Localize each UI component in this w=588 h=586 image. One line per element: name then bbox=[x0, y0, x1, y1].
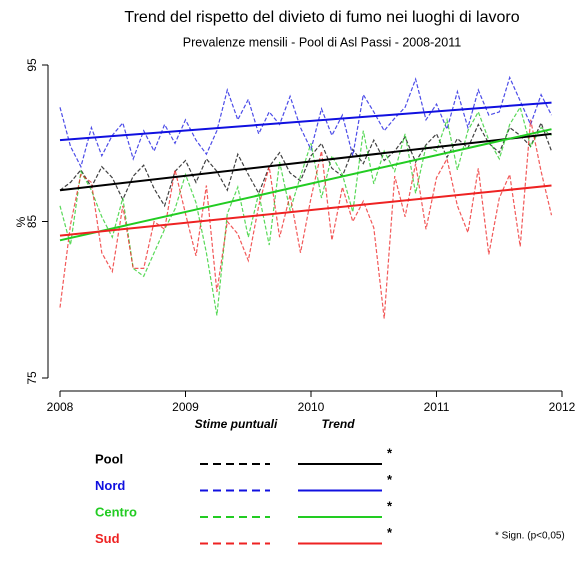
x-tick-label: 2009 bbox=[172, 400, 199, 414]
monthly-line bbox=[59, 75, 553, 169]
monthly-line bbox=[59, 119, 553, 319]
legend-label: Sud bbox=[95, 531, 120, 546]
legend-significance: * bbox=[387, 525, 393, 540]
legend-label: Centro bbox=[95, 504, 137, 519]
x-tick-label: 2010 bbox=[298, 400, 325, 414]
y-tick-label: 85 bbox=[25, 215, 39, 229]
legend-header: Stime puntuali bbox=[195, 417, 278, 431]
monthly-line bbox=[59, 105, 552, 316]
y-tick-label: 75 bbox=[25, 371, 39, 385]
y-tick-label: 95 bbox=[25, 58, 39, 72]
legend-significance: * bbox=[387, 498, 393, 513]
x-tick-label: 2008 bbox=[47, 400, 74, 414]
legend-header: Trend bbox=[321, 417, 355, 431]
legend-label: Pool bbox=[95, 451, 123, 466]
trend-line bbox=[59, 128, 552, 242]
trend-line bbox=[59, 132, 552, 192]
legend-significance: * bbox=[387, 472, 393, 487]
legend-significance: * bbox=[387, 445, 393, 460]
x-tick-label: 2012 bbox=[549, 400, 576, 414]
monthly-line bbox=[59, 121, 553, 208]
chart-subtitle: Prevalenze mensili - Pool di Asl Passi -… bbox=[183, 35, 461, 49]
legend-label: Nord bbox=[95, 478, 125, 493]
chart-title: Trend del rispetto del divieto di fumo n… bbox=[124, 9, 519, 26]
trend-line bbox=[59, 101, 552, 142]
significance-note: * Sign. (p<0,05) bbox=[495, 531, 565, 542]
y-axis-label: % bbox=[14, 216, 28, 227]
trend-line bbox=[59, 184, 552, 237]
x-tick-label: 2011 bbox=[424, 400, 450, 414]
